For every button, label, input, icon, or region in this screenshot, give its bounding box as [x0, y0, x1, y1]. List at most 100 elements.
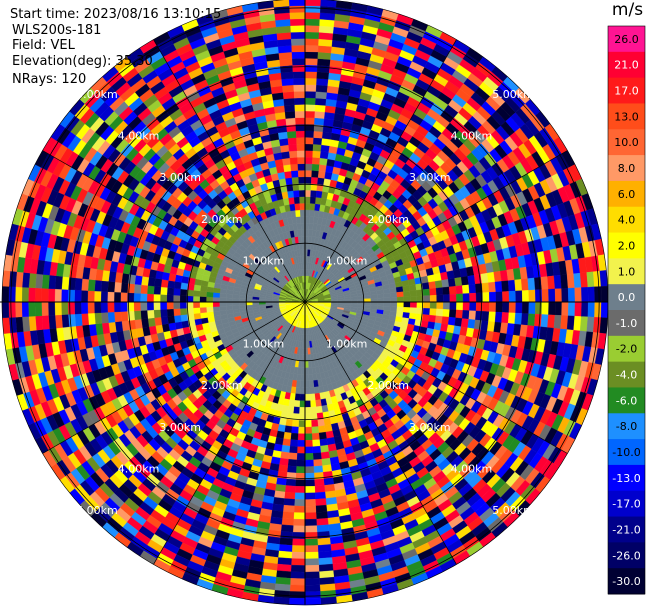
velocity-cell: [173, 308, 181, 316]
velocity-cell: [304, 229, 309, 237]
velocity-cell: [286, 130, 297, 139]
velocity-cell: [61, 314, 70, 328]
velocity-cell: [429, 294, 437, 303]
velocity-cell: [61, 276, 70, 290]
velocity-cell: [107, 311, 116, 323]
velocity-cell: [107, 301, 115, 313]
velocity-cell: [232, 305, 240, 310]
velocity-cell: [192, 301, 200, 309]
velocity-cell: [285, 117, 296, 126]
velocity-cell: [488, 311, 496, 323]
velocity-cell: [370, 298, 378, 303]
velocity-cell: [534, 313, 542, 327]
velocity-cell: [364, 298, 372, 303]
velocity-cell: [363, 294, 371, 300]
velocity-cell: [81, 313, 89, 326]
velocity-cell: [140, 284, 148, 294]
velocity-cell: [87, 301, 95, 314]
velocity-cell: [313, 130, 324, 139]
velocity-cell: [316, 78, 329, 86]
velocity-cell: [284, 425, 293, 434]
velocity-cell: [313, 386, 320, 394]
velocity-cell: [146, 293, 154, 303]
velocity-cell: [548, 301, 556, 316]
velocity-cell: [285, 177, 293, 186]
velocity-cell: [287, 459, 297, 467]
velocity-cell: [294, 97, 306, 105]
velocity-cell: [494, 281, 503, 293]
velocity-cell: [232, 301, 240, 306]
velocity-cell: [41, 288, 49, 303]
velocity-cell: [160, 279, 169, 288]
velocity-cell: [277, 557, 292, 566]
velocity-cell: [61, 301, 69, 315]
velocity-cell: [113, 291, 121, 303]
velocity-cell: [153, 301, 161, 311]
velocity-cell: [291, 170, 299, 178]
velocity-cell: [290, 564, 306, 573]
velocity-cell: [200, 312, 208, 319]
velocity-cell: [293, 512, 306, 520]
velocity-cell: [295, 209, 301, 217]
velocity-cell: [167, 280, 176, 289]
velocity-cell: [396, 296, 404, 303]
velocity-cell: [574, 287, 582, 303]
velocity-cell: [291, 51, 306, 59]
velocity-cell: [289, 445, 298, 454]
velocity-cell: [548, 288, 556, 303]
velocity-cell: [304, 492, 316, 500]
velocity-cell: [140, 293, 148, 303]
velocity-cell: [67, 301, 75, 315]
velocity-cell: [160, 316, 169, 325]
velocity-cell: [502, 301, 510, 313]
velocity-cell: [173, 294, 181, 303]
velocity-cell: [310, 196, 317, 204]
velocity-cell: [179, 301, 187, 309]
velocity-cell: [277, 38, 292, 47]
velocity-cell: [140, 301, 148, 311]
velocity-cell: [514, 312, 523, 325]
velocity-cell: [294, 492, 306, 500]
velocity-cell: [291, 426, 299, 434]
velocity-cell: [48, 314, 57, 330]
velocity-cell: [81, 278, 89, 291]
velocity-cell: [502, 291, 510, 303]
velocity-cell: [134, 319, 143, 329]
velocity-cell: [304, 235, 309, 243]
velocity-cell: [436, 301, 444, 310]
velocity-cell: [304, 137, 314, 145]
velocity-cell: [467, 275, 476, 285]
velocity-cell: [107, 291, 115, 303]
velocity-cell: [206, 296, 214, 303]
velocity-cell: [534, 277, 542, 291]
velocity-cell: [319, 157, 328, 166]
velocity-cell: [304, 71, 318, 79]
velocity-cell: [314, 392, 321, 401]
velocity-cell: [74, 277, 83, 291]
velocity-cell: [299, 196, 306, 204]
velocity-cell: [281, 191, 289, 200]
velocity-cell: [167, 315, 176, 324]
velocity-cell: [304, 558, 319, 566]
velocity-cell: [159, 301, 168, 310]
velocity-cell: [422, 308, 431, 316]
velocity-cell: [94, 301, 102, 314]
velocity-cell: [179, 308, 188, 316]
velocity-cell: [296, 143, 306, 151]
velocity-cell: [281, 518, 294, 526]
velocity-cell: [314, 485, 326, 493]
velocity-cell: [312, 452, 322, 461]
velocity-cell: [283, 97, 295, 106]
velocity-cell: [295, 130, 306, 138]
velocity-cell: [304, 433, 313, 441]
velocity-cell: [324, 424, 333, 433]
velocity-cell: [282, 504, 295, 513]
velocity-cell: [159, 294, 168, 303]
velocity-cell: [383, 297, 391, 303]
velocity-cell: [494, 311, 503, 323]
velocity-cell: [219, 297, 227, 303]
velocity-cell: [566, 315, 575, 331]
velocity-cell: [174, 321, 183, 330]
velocity-cell: [441, 316, 450, 325]
